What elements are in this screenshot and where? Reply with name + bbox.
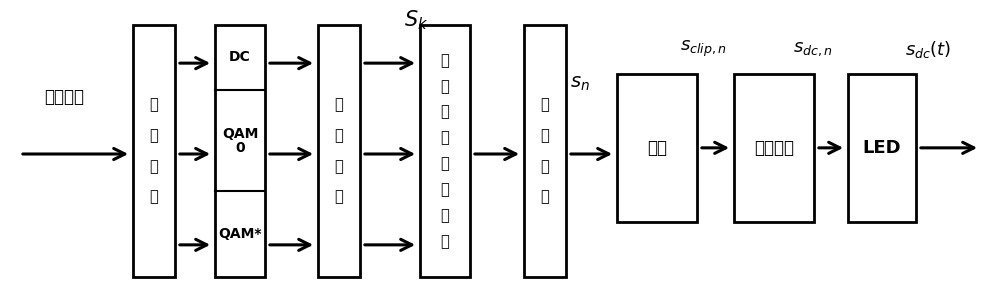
Text: 控: 控 — [335, 159, 343, 174]
Text: $s_n$: $s_n$ — [570, 74, 590, 93]
Text: 叶: 叶 — [441, 182, 449, 197]
Text: 发送比特: 发送比特 — [44, 88, 84, 106]
Text: 率: 率 — [335, 128, 343, 143]
Bar — [133, 25, 175, 277]
Text: 换: 换 — [541, 190, 549, 205]
Bar — [318, 25, 360, 277]
Text: 功: 功 — [335, 97, 343, 112]
Bar — [524, 25, 566, 277]
Text: 转: 转 — [150, 159, 158, 174]
Text: 并: 并 — [541, 97, 549, 112]
Text: 转: 转 — [541, 159, 549, 174]
Text: 串: 串 — [150, 97, 158, 112]
Text: 变: 变 — [441, 208, 449, 223]
Text: 快: 快 — [441, 53, 449, 68]
Bar — [215, 25, 265, 277]
Text: 换: 换 — [441, 234, 449, 249]
Text: $S_k$: $S_k$ — [404, 8, 428, 32]
Text: 速: 速 — [441, 79, 449, 94]
Text: 叠加直流: 叠加直流 — [754, 139, 794, 157]
Text: 换: 换 — [150, 190, 158, 205]
Text: DC: DC — [229, 51, 251, 64]
Text: 傅: 傅 — [441, 131, 449, 145]
Bar — [734, 74, 814, 222]
Text: $s_{dc,n}$: $s_{dc,n}$ — [793, 40, 833, 58]
Text: 立: 立 — [441, 156, 449, 171]
Bar — [617, 74, 697, 222]
Text: 0: 0 — [235, 141, 245, 155]
Bar — [848, 74, 916, 222]
Text: 削波: 削波 — [647, 139, 667, 157]
Text: 并: 并 — [150, 128, 158, 143]
Text: $s_{dc}(t)$: $s_{dc}(t)$ — [905, 39, 951, 60]
Text: 反: 反 — [441, 105, 449, 120]
Bar — [420, 25, 470, 277]
Text: $s_{clip,n}$: $s_{clip,n}$ — [680, 39, 727, 59]
Text: 串: 串 — [541, 128, 549, 143]
Text: QAM: QAM — [222, 127, 258, 141]
Text: QAM*: QAM* — [218, 227, 262, 241]
Text: 制: 制 — [335, 190, 343, 205]
Text: LED: LED — [863, 139, 901, 157]
